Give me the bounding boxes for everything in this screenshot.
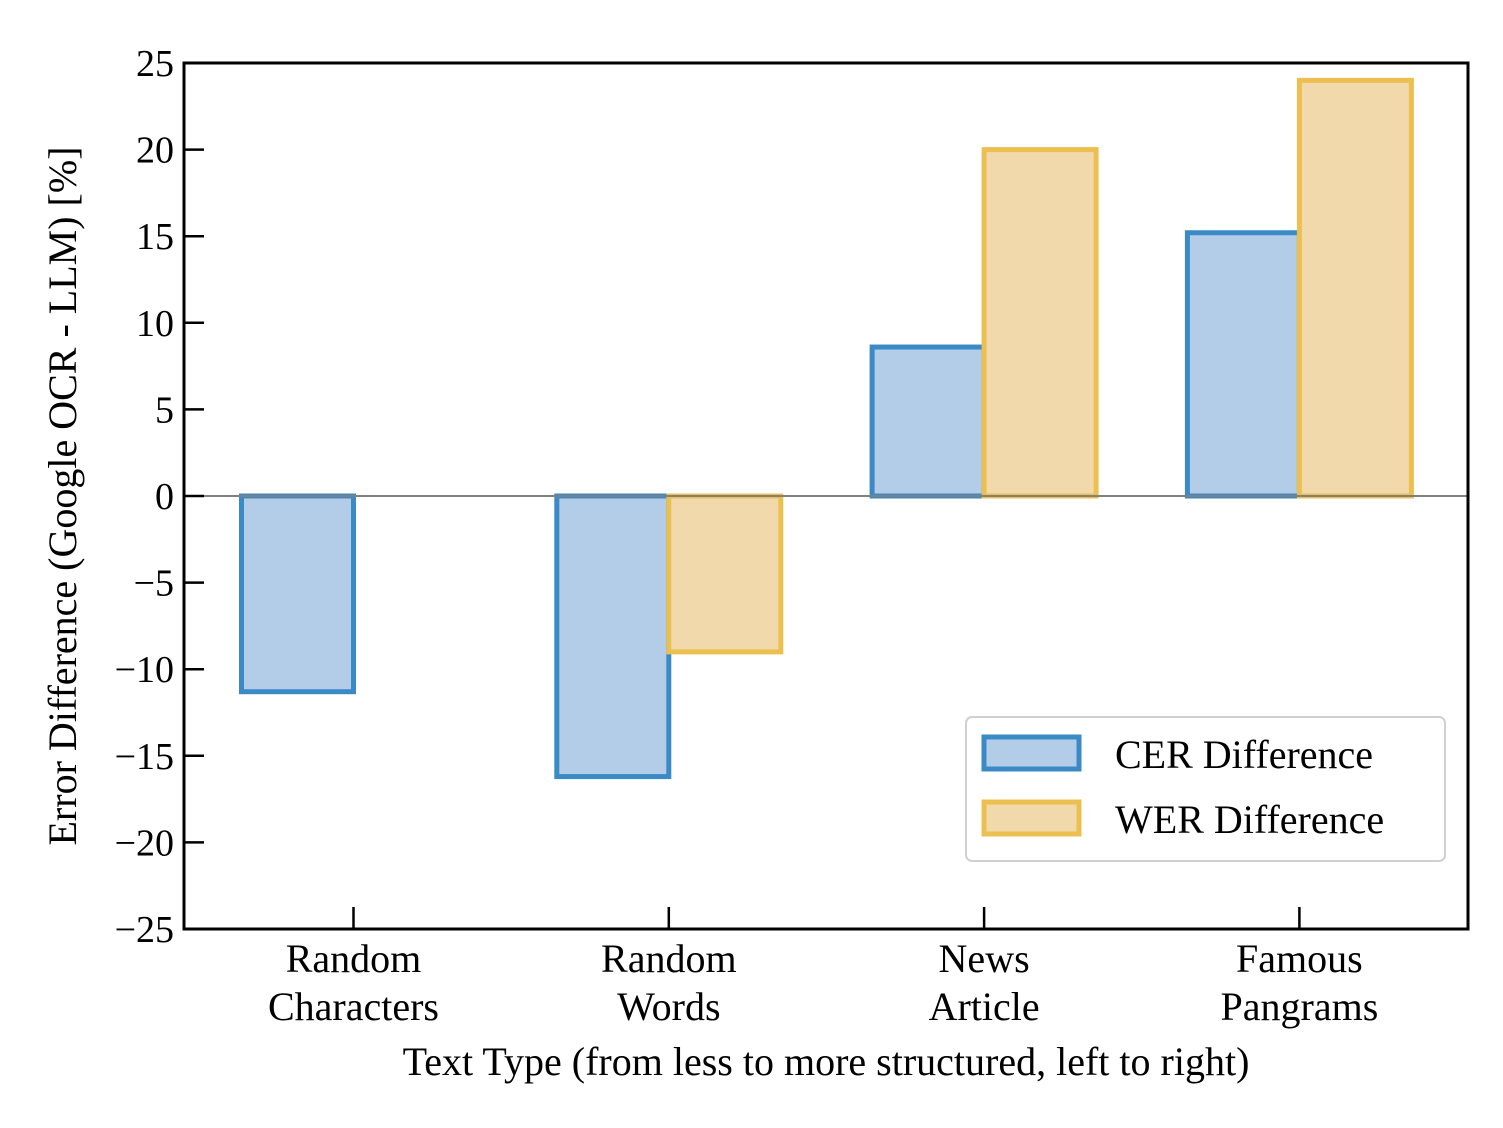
x-tick-label: Random	[601, 936, 737, 981]
x-tick-label: Words	[617, 984, 720, 1029]
cer-bar-1	[239, 493, 356, 695]
wer-bar-4	[1296, 77, 1414, 499]
y-ticks-group: −25 −20 −15 −10 −5 0 5 10 15 20 25	[115, 43, 204, 951]
y-axis-label: Error Difference (Google OCR - LLM) [%]	[40, 146, 85, 845]
x-tick-label: News	[939, 936, 1030, 981]
y-tick-label: 0	[155, 476, 174, 518]
x-axis-label: Text Type (from less to more structured,…	[403, 1039, 1250, 1084]
legend-label-wer: WER Difference	[1115, 797, 1384, 842]
x-tick-label: Article	[929, 984, 1040, 1029]
bars-group	[239, 77, 1414, 780]
y-tick-label: −25	[115, 909, 174, 951]
legend-frame	[965, 716, 1446, 862]
wer-bar-2	[666, 493, 784, 655]
y-tick-label: 25	[136, 43, 174, 85]
cer-bar-3	[869, 344, 987, 499]
y-tick-label: 15	[136, 216, 174, 258]
plot-frame	[182, 61, 1470, 931]
y-tick-label: 10	[136, 303, 174, 345]
x-tick-label: Pangrams	[1221, 984, 1379, 1029]
legend-swatch-wer	[981, 799, 1082, 837]
cer-bar-4	[1184, 230, 1302, 499]
y-tick-label: −20	[115, 822, 174, 864]
legend-label-cer: CER Difference	[1115, 732, 1373, 777]
cer-bar-2	[554, 493, 672, 780]
x-tick-label: Characters	[268, 984, 439, 1029]
y-tick-label: −5	[134, 563, 174, 605]
x-ticks-group: RandomCharactersRandomWordsNewsArticleFa…	[268, 907, 1378, 1029]
y-tick-label: −15	[115, 736, 174, 778]
legend: CER Difference WER Difference	[965, 716, 1446, 862]
y-tick-label: −10	[115, 649, 174, 691]
legend-swatch-cer	[981, 734, 1082, 772]
x-tick-label: Random	[286, 936, 422, 981]
y-tick-label: 20	[136, 130, 174, 172]
y-tick-label: 5	[155, 389, 174, 431]
x-tick-label: Famous	[1236, 936, 1363, 981]
wer-bar-3	[981, 147, 1099, 499]
